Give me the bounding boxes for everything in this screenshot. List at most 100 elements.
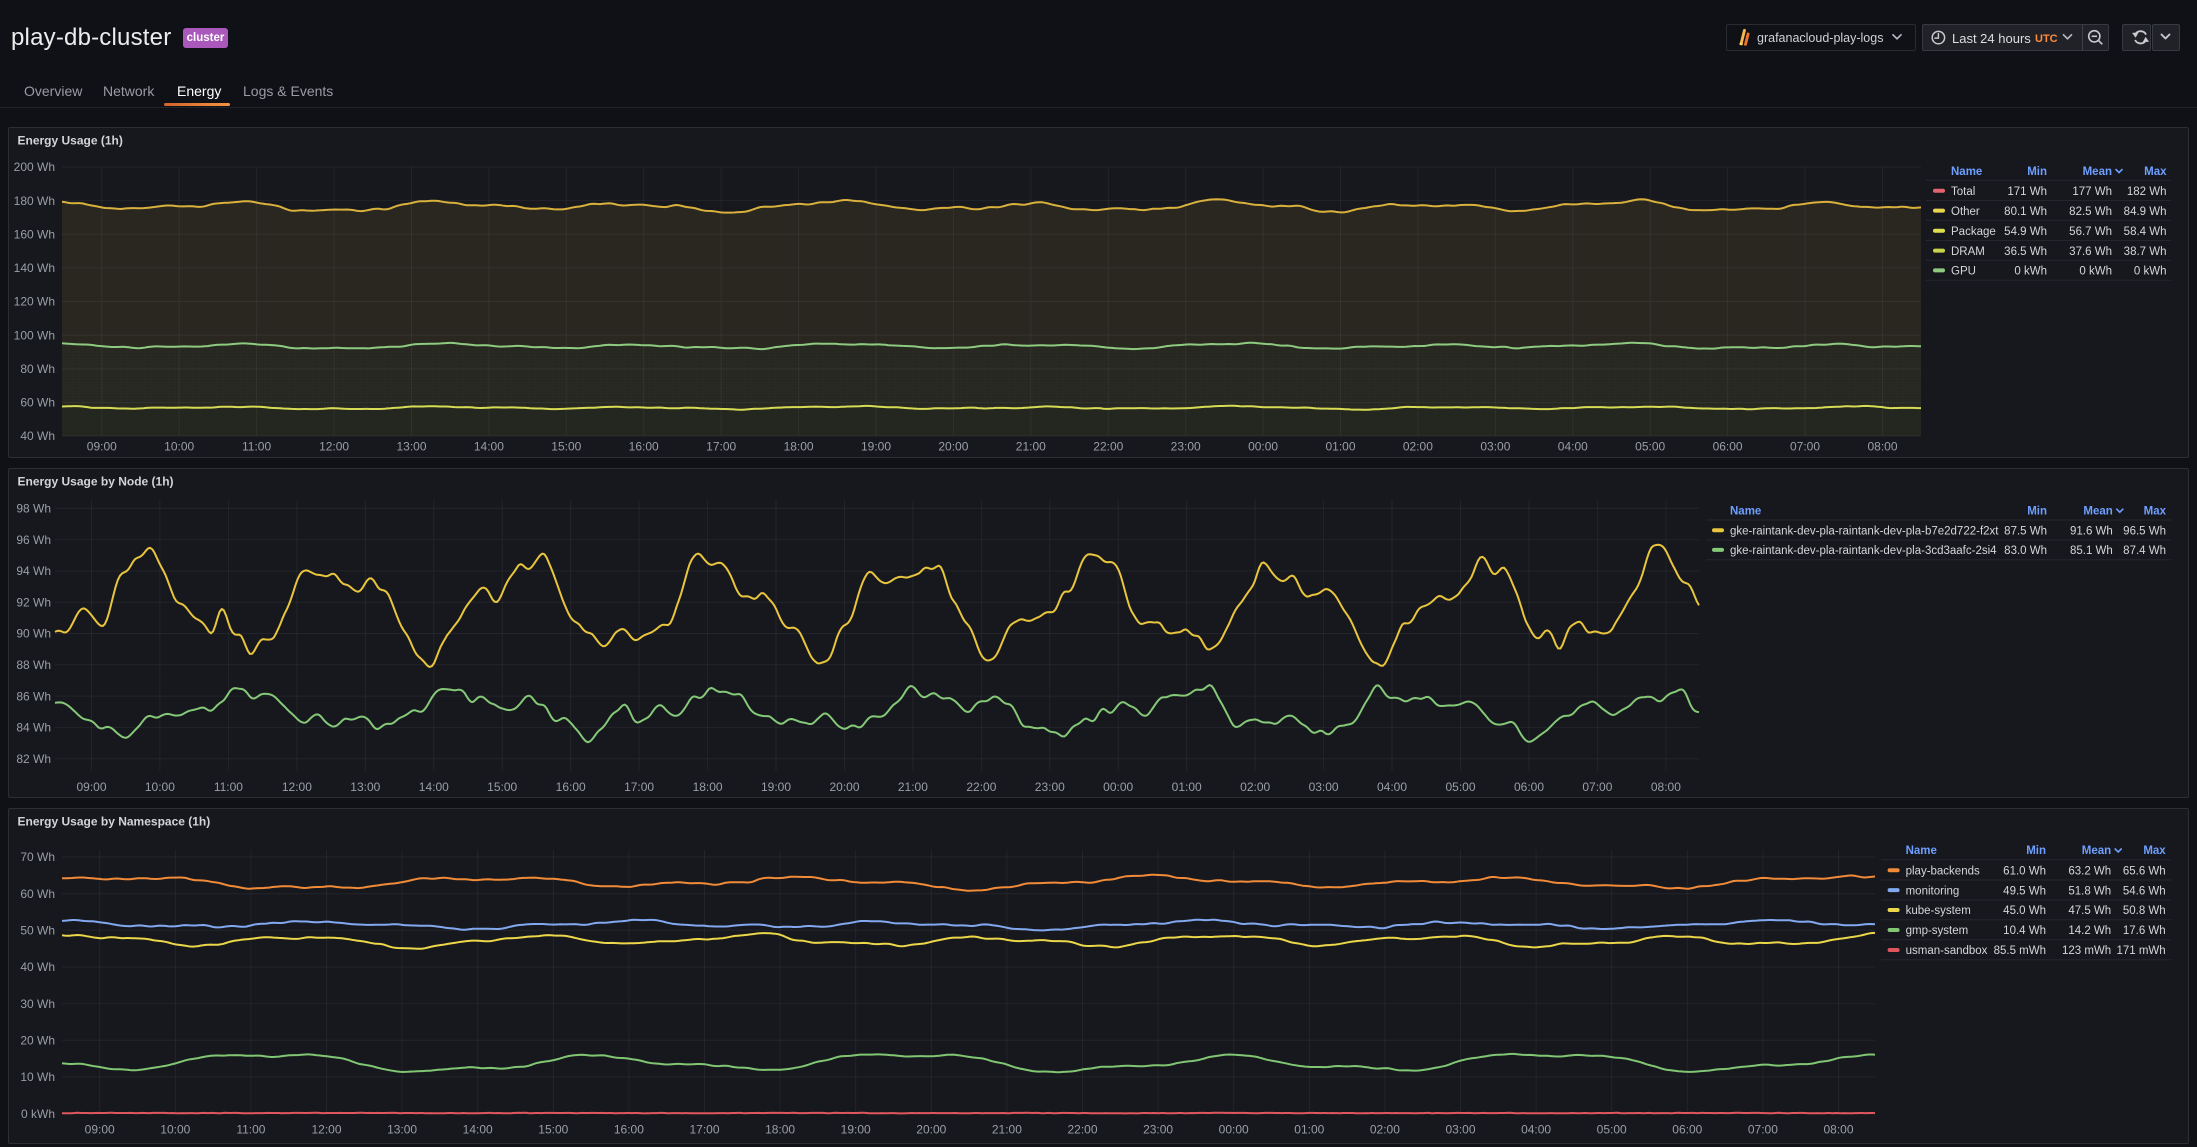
svg-text:11:00: 11:00 [242, 440, 271, 454]
svg-text:14:00: 14:00 [474, 440, 504, 454]
svg-text:88 Wh: 88 Wh [16, 658, 51, 672]
svg-text:Max: Max [2143, 845, 2166, 857]
svg-text:gke-raintank-dev-pla-raintank-: gke-raintank-dev-pla-raintank-dev-pla-b7… [1730, 526, 1999, 538]
svg-text:84 Wh: 84 Wh [16, 721, 51, 735]
svg-text:22:00: 22:00 [1067, 1123, 1097, 1137]
svg-text:Package: Package [1951, 226, 1996, 238]
svg-text:23:00: 23:00 [1143, 1123, 1173, 1137]
svg-text:01:00: 01:00 [1294, 1123, 1324, 1137]
svg-text:14:00: 14:00 [463, 1123, 493, 1137]
svg-text:00:00: 00:00 [1248, 440, 1278, 454]
svg-text:Other: Other [1951, 206, 1980, 218]
svg-text:85.1 Wh: 85.1 Wh [2070, 545, 2113, 557]
svg-text:84.9 Wh: 84.9 Wh [2124, 206, 2167, 218]
svg-text:36.5 Wh: 36.5 Wh [2004, 246, 2047, 258]
svg-text:Min: Min [2027, 505, 2047, 517]
svg-text:17:00: 17:00 [706, 440, 736, 454]
svg-text:09:00: 09:00 [85, 1123, 115, 1137]
svg-text:09:00: 09:00 [76, 780, 106, 794]
svg-text:02:00: 02:00 [1403, 440, 1433, 454]
svg-text:21:00: 21:00 [1016, 440, 1046, 454]
svg-text:45.0 Wh: 45.0 Wh [2003, 905, 2046, 917]
svg-text:20:00: 20:00 [916, 1123, 946, 1137]
svg-text:140 Wh: 140 Wh [14, 261, 55, 275]
svg-text:177 Wh: 177 Wh [2072, 186, 2112, 198]
svg-text:05:00: 05:00 [1635, 440, 1665, 454]
svg-text:Name: Name [1951, 166, 1982, 178]
svg-text:50 Wh: 50 Wh [20, 924, 55, 938]
svg-text:05:00: 05:00 [1597, 1123, 1627, 1137]
svg-text:200 Wh: 200 Wh [14, 160, 55, 174]
svg-text:0 kWh: 0 kWh [2134, 266, 2167, 278]
svg-text:usman-sandbox: usman-sandbox [1906, 945, 1988, 957]
svg-text:08:00: 08:00 [1867, 440, 1897, 454]
svg-text:82 Wh: 82 Wh [16, 752, 51, 766]
svg-text:22:00: 22:00 [1093, 440, 1123, 454]
svg-text:0 kWh: 0 kWh [2079, 266, 2112, 278]
svg-text:18:00: 18:00 [693, 780, 723, 794]
svg-text:63.2 Wh: 63.2 Wh [2068, 865, 2111, 877]
svg-text:54.6 Wh: 54.6 Wh [2123, 885, 2166, 897]
svg-text:96 Wh: 96 Wh [16, 533, 51, 547]
svg-text:play-backends: play-backends [1906, 865, 1980, 877]
svg-text:06:00: 06:00 [1514, 780, 1544, 794]
svg-text:06:00: 06:00 [1713, 440, 1743, 454]
svg-text:100 Wh: 100 Wh [14, 328, 55, 342]
svg-text:91.6 Wh: 91.6 Wh [2070, 526, 2113, 538]
svg-text:08:00: 08:00 [1823, 1123, 1853, 1137]
svg-text:16:00: 16:00 [614, 1123, 644, 1137]
svg-text:10:00: 10:00 [160, 1123, 190, 1137]
svg-text:61.0 Wh: 61.0 Wh [2003, 865, 2046, 877]
svg-text:monitoring: monitoring [1906, 885, 1960, 897]
svg-text:12:00: 12:00 [282, 780, 312, 794]
svg-text:56.7 Wh: 56.7 Wh [2069, 226, 2112, 238]
svg-text:Total: Total [1951, 186, 1975, 198]
svg-text:Min: Min [2027, 166, 2047, 178]
svg-text:0 kWh: 0 kWh [21, 1107, 55, 1121]
svg-text:47.5 Wh: 47.5 Wh [2068, 905, 2111, 917]
svg-text:07:00: 07:00 [1790, 440, 1820, 454]
svg-text:03:00: 03:00 [1480, 440, 1510, 454]
svg-text:gmp-system: gmp-system [1906, 925, 1969, 937]
svg-text:21:00: 21:00 [992, 1123, 1022, 1137]
svg-text:18:00: 18:00 [765, 1123, 795, 1137]
svg-text:83.0 Wh: 83.0 Wh [2004, 545, 2047, 557]
svg-text:86 Wh: 86 Wh [16, 689, 51, 703]
svg-text:20:00: 20:00 [829, 780, 859, 794]
svg-text:08:00: 08:00 [1651, 780, 1681, 794]
svg-text:171 mWh: 171 mWh [2116, 945, 2165, 957]
svg-text:80.1 Wh: 80.1 Wh [2004, 206, 2047, 218]
svg-text:10:00: 10:00 [145, 780, 175, 794]
svg-text:02:00: 02:00 [1370, 1123, 1400, 1137]
svg-text:04:00: 04:00 [1558, 440, 1588, 454]
svg-text:Energy Usage by Node (1h): Energy Usage by Node (1h) [18, 475, 174, 489]
svg-text:96.5 Wh: 96.5 Wh [2123, 526, 2166, 538]
svg-text:15:00: 15:00 [487, 780, 517, 794]
svg-text:07:00: 07:00 [1582, 780, 1612, 794]
svg-text:30 Wh: 30 Wh [20, 997, 55, 1011]
svg-text:54.9 Wh: 54.9 Wh [2004, 226, 2047, 238]
svg-text:60 Wh: 60 Wh [20, 887, 55, 901]
svg-text:06:00: 06:00 [1672, 1123, 1702, 1137]
svg-text:Mean: Mean [2083, 166, 2112, 178]
svg-text:15:00: 15:00 [551, 440, 581, 454]
svg-text:160 Wh: 160 Wh [14, 227, 55, 241]
svg-text:23:00: 23:00 [1035, 780, 1065, 794]
svg-text:04:00: 04:00 [1377, 780, 1407, 794]
svg-text:Mean: Mean [2082, 845, 2111, 857]
svg-text:21:00: 21:00 [898, 780, 928, 794]
svg-text:20 Wh: 20 Wh [20, 1034, 55, 1048]
svg-text:13:00: 13:00 [387, 1123, 417, 1137]
svg-text:00:00: 00:00 [1103, 780, 1133, 794]
svg-text:12:00: 12:00 [311, 1123, 341, 1137]
svg-text:171 Wh: 171 Wh [2007, 186, 2047, 198]
svg-text:17:00: 17:00 [689, 1123, 719, 1137]
svg-text:kube-system: kube-system [1906, 905, 1971, 917]
svg-text:50.8 Wh: 50.8 Wh [2123, 905, 2166, 917]
svg-text:14:00: 14:00 [419, 780, 449, 794]
svg-text:90 Wh: 90 Wh [16, 627, 51, 641]
svg-text:182 Wh: 182 Wh [2127, 186, 2167, 198]
svg-text:120 Wh: 120 Wh [14, 295, 55, 309]
svg-text:16:00: 16:00 [556, 780, 586, 794]
svg-text:Name: Name [1730, 505, 1761, 517]
